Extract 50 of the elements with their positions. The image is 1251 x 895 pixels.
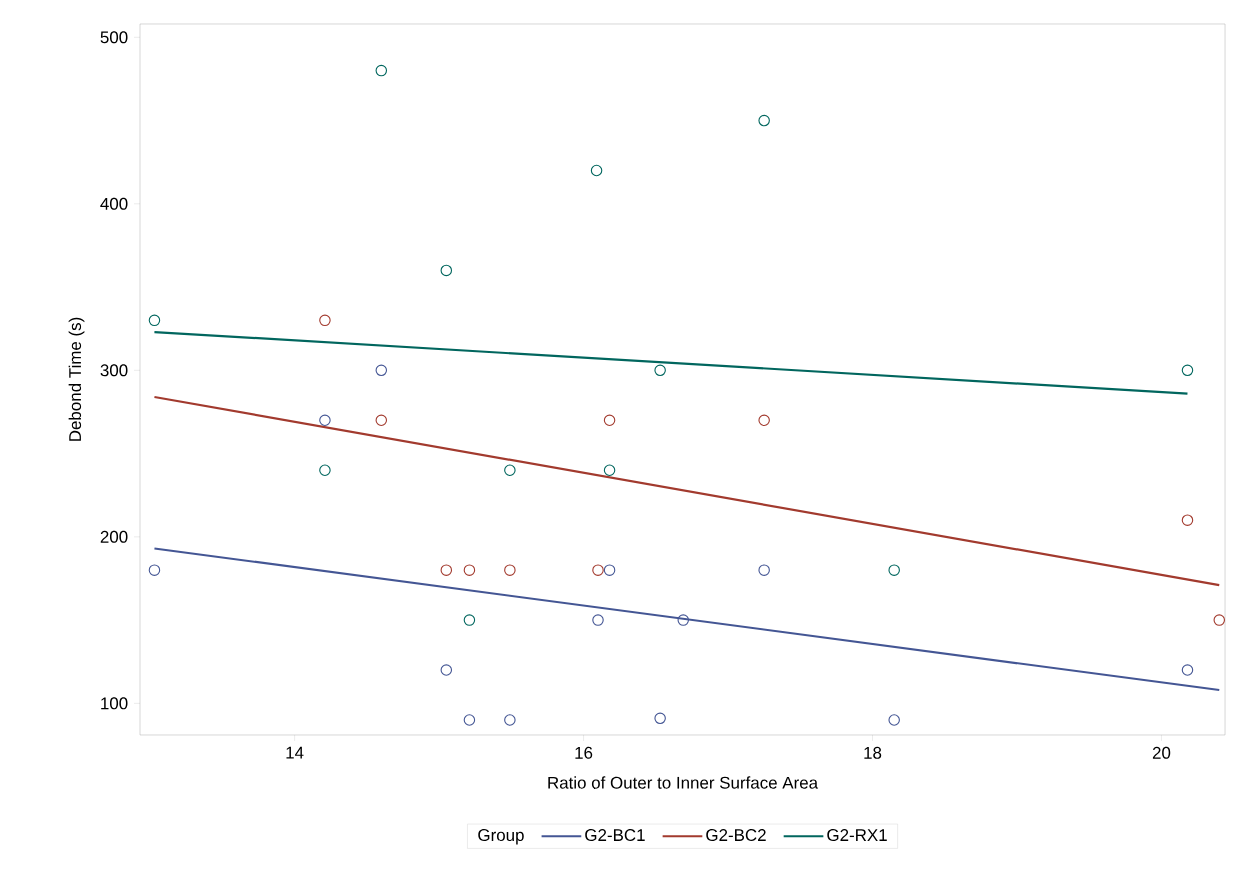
point [375,64,388,77]
y-tick-label: 100 [101,697,128,710]
point [1213,614,1226,626]
point [654,364,666,377]
point [592,564,604,576]
y-tick-label: 500 [100,31,128,44]
y-tick-label: 200 [100,530,128,543]
point [603,464,616,476]
y-tick-label: 400 [100,197,128,210]
point [148,564,161,576]
point [758,414,770,427]
x-tick-label: 20 [1152,746,1171,759]
legend-label: G2-BC2 [706,829,766,842]
legend-title: Group [478,829,524,845]
point [319,464,331,476]
point [677,614,689,626]
x-tick-label: 14 [286,746,304,759]
point [148,314,161,327]
point [440,264,453,277]
point [1181,664,1194,676]
point [440,664,453,676]
point [888,564,900,576]
point [463,614,476,626]
point [375,414,388,427]
point [319,314,331,327]
x-tick-label: 18 [864,746,882,759]
point [1181,514,1194,526]
point [888,714,900,726]
point [504,564,516,576]
y-axis-title: Debond Time (s) [68,317,85,441]
point [1181,364,1194,377]
point [463,564,476,576]
x-tick-label: 16 [575,746,593,759]
point [440,564,453,576]
point [590,164,603,177]
point [654,712,666,725]
point [319,414,331,427]
point [463,714,476,726]
point [603,414,616,427]
point [592,614,604,626]
y-tick-label: 300 [100,364,128,377]
point [504,714,516,726]
point [758,564,770,576]
point [758,114,770,127]
point [603,564,616,576]
x-axis-title: Ratio of Outer to Inner Surface Area [548,776,819,789]
legend-label: G2-BC1 [585,829,645,842]
legend-label: G2-RX1 [827,829,887,842]
point [375,364,388,377]
point [504,464,516,476]
